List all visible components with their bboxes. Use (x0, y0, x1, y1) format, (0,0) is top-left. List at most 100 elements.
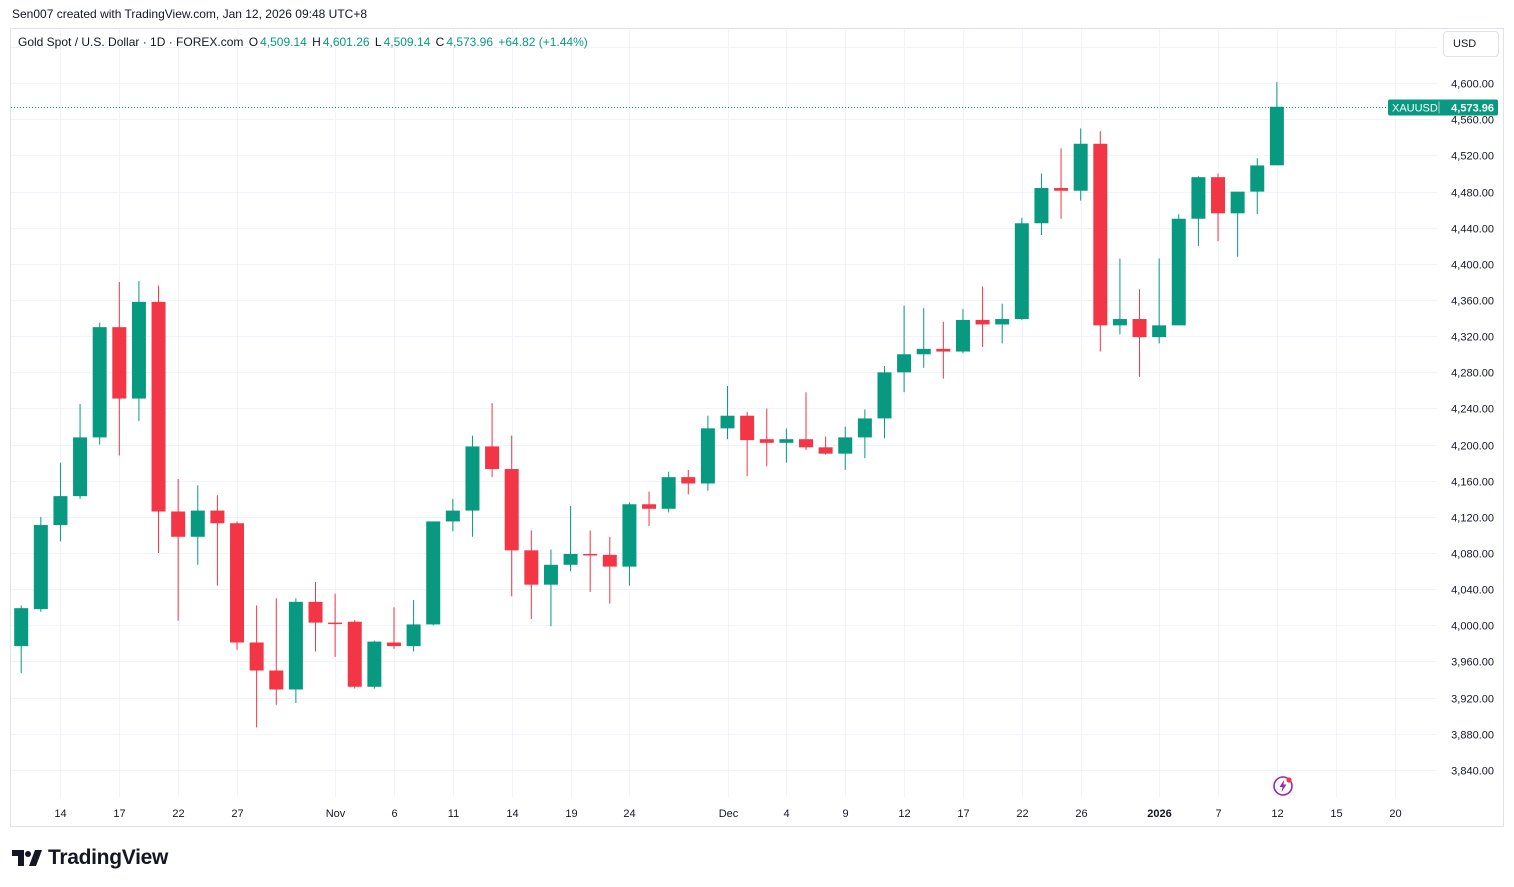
brand-name: TradingView (48, 846, 169, 869)
x-tick-label: 17 (113, 808, 125, 820)
candle-down (681, 477, 696, 484)
candle-down (799, 439, 813, 448)
x-tick-label: 14 (506, 808, 518, 820)
candle-up (445, 510, 460, 522)
x-tick-label: 20 (1389, 808, 1401, 820)
x-tick-label: 7 (1215, 808, 1221, 820)
y-tick-label: 4,280.00 (1451, 368, 1494, 380)
candle-up (995, 319, 1010, 325)
candle-up (33, 525, 48, 610)
candle-down (210, 510, 225, 524)
candle-down (504, 469, 519, 551)
candle-down (818, 447, 833, 454)
y-tick-label: 4,000.00 (1451, 621, 1494, 633)
y-tick-label: 4,080.00 (1451, 549, 1494, 561)
legend-low-value: 4,509.14 (383, 35, 431, 49)
legend-open-value: 4,509.14 (260, 35, 307, 49)
tradingview-logo-icon (12, 850, 42, 866)
x-tick-label: 12 (1271, 808, 1283, 820)
y-tick-label: 4,360.00 (1451, 296, 1494, 308)
legend-symbol[interactable]: Gold Spot / U.S. Dollar · 1D · FOREX.com (18, 35, 244, 49)
candle-up (1269, 106, 1284, 166)
price-tag-symbol: XAUUSD (1392, 103, 1438, 115)
candle-up (1230, 191, 1245, 214)
y-tick-label: 4,320.00 (1451, 332, 1494, 344)
candle-down (602, 554, 617, 567)
x-tick-label: 6 (391, 808, 397, 820)
candle-up (1171, 218, 1186, 326)
y-tick-label: 4,440.00 (1451, 224, 1494, 236)
y-tick-label: 4,240.00 (1451, 404, 1494, 416)
candle-up (1250, 165, 1265, 192)
x-tick-label: 14 (54, 808, 66, 820)
candle-down (230, 523, 245, 643)
candle-down (249, 642, 264, 671)
candle-up (622, 504, 637, 567)
chart-frame (10, 28, 1504, 827)
ohlc-legend: Gold Spot / U.S. Dollar · 1D · FOREX.com… (18, 35, 590, 49)
candle-down (328, 622, 343, 625)
candle-up (700, 428, 715, 484)
y-tick-label: 4,400.00 (1451, 260, 1494, 272)
x-tick-label: 12 (898, 808, 910, 820)
y-tick-label: 4,120.00 (1451, 513, 1494, 525)
candle-down (386, 642, 401, 647)
candle-down (1054, 188, 1069, 191)
candle-up (720, 415, 735, 429)
candle-up (406, 624, 421, 647)
y-tick-label: 3,880.00 (1451, 730, 1494, 742)
x-tick-label: 4 (783, 808, 789, 820)
x-tick-label: 2026 (1147, 808, 1171, 820)
lightning-icon[interactable] (1272, 775, 1294, 797)
candle-down (583, 553, 598, 556)
candle-up (838, 437, 853, 454)
legend-low-label: L (374, 35, 382, 49)
y-tick-label: 4,160.00 (1451, 477, 1494, 489)
candle-up (92, 327, 107, 438)
price-tag (1388, 99, 1498, 116)
candle-up (367, 641, 382, 687)
candle-up (916, 348, 931, 355)
y-tick-label: 3,840.00 (1451, 766, 1494, 778)
y-tick-label: 3,960.00 (1451, 657, 1494, 669)
candle-down (151, 301, 166, 512)
candle-up (465, 446, 480, 511)
x-tick-label: 24 (623, 808, 635, 820)
candle-up (877, 372, 892, 419)
legend-close-value: 4,573.96 (446, 35, 494, 49)
candle-up (857, 418, 872, 438)
candle-up (53, 496, 68, 526)
candle-down (642, 504, 657, 509)
candle-up (955, 319, 970, 352)
candle-down (1211, 177, 1226, 214)
candle-up (897, 354, 912, 373)
x-tick-label: 22 (172, 808, 184, 820)
legend-open-label: O (248, 35, 259, 49)
candle-down (485, 446, 500, 470)
legend-close-label: C (435, 35, 445, 49)
candle-down (112, 327, 127, 399)
currency-selector[interactable]: USD (1443, 31, 1499, 57)
y-tick-label: 4,520.00 (1451, 151, 1494, 163)
candle-up (1073, 143, 1088, 191)
candle-up (131, 301, 146, 399)
candle-up (288, 601, 303, 690)
candle-up (563, 553, 578, 565)
candle-up (1034, 188, 1049, 224)
candle-up (543, 564, 558, 585)
candle-up (1152, 325, 1167, 338)
candle-down (171, 511, 186, 537)
candle-down (740, 415, 755, 441)
tradingview-brand[interactable]: TradingView (12, 845, 168, 871)
x-tick-label: 22 (1016, 808, 1028, 820)
x-tick-label: 27 (231, 808, 243, 820)
x-tick-label: 19 (565, 808, 577, 820)
x-tick-label: 15 (1330, 808, 1342, 820)
y-tick-label: 4,600.00 (1451, 79, 1494, 91)
candle-down (308, 601, 323, 623)
candle-down (347, 621, 362, 687)
y-tick-label: 4,040.00 (1451, 585, 1494, 597)
y-tick-label: 4,480.00 (1451, 188, 1494, 200)
x-tick-label: Nov (326, 808, 346, 820)
